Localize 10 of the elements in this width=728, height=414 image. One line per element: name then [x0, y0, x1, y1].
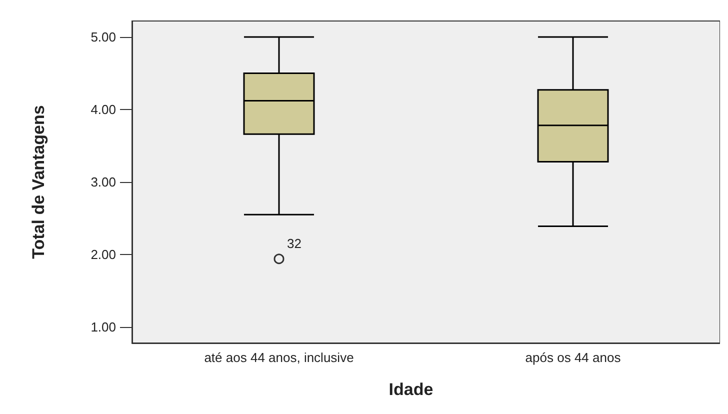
x-tick-label: após os 44 anos [525, 350, 622, 365]
y-tick-label: 3.00 [90, 174, 116, 190]
y-tick-label: 4.00 [90, 102, 116, 117]
y-tick-label: 5.00 [90, 29, 116, 44]
y-tick-label: 1.00 [90, 320, 116, 335]
x-axis-title: Idade [388, 380, 434, 399]
annotation: 32 [287, 236, 302, 251]
x-tick-label: até aos 44 anos, inclusive [204, 350, 354, 365]
y-axis-title: Total de Vantagens [29, 105, 48, 259]
y-tick-label: 2.00 [90, 247, 116, 262]
